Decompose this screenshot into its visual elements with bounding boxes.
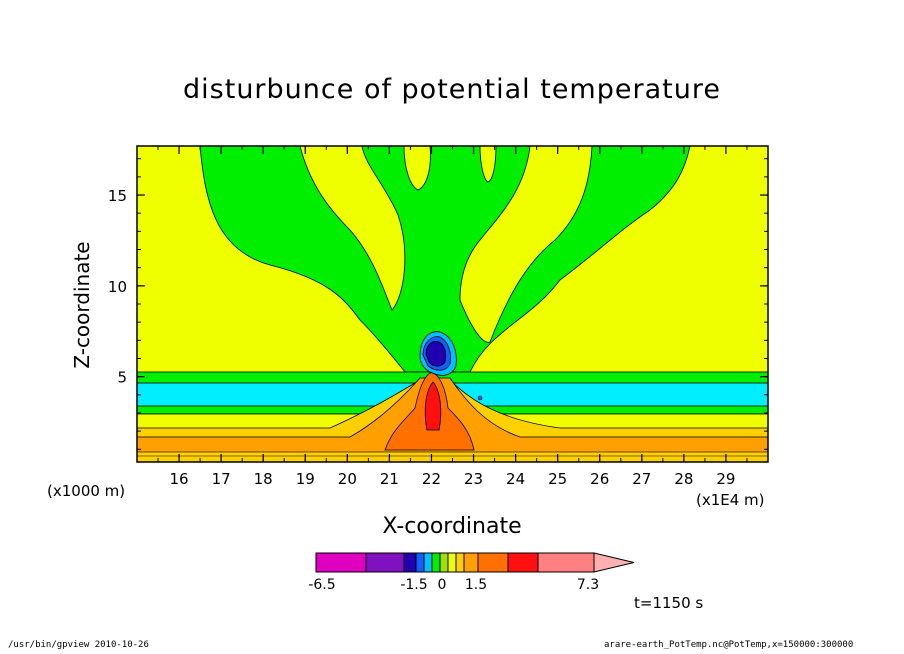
colorbar-segment: [537, 552, 595, 573]
x-tick-label: 21: [380, 470, 399, 488]
colorbar-segment: [423, 552, 433, 573]
colorbar-label: -1.5: [400, 577, 427, 593]
colorbar-segment: [447, 552, 457, 573]
x-tick-label: 27: [632, 470, 651, 488]
contour-band-yellow-hole-3: [403, 146, 431, 191]
colorbar-segment: [439, 552, 449, 573]
contour-band-darkblue-bubble: [425, 341, 447, 367]
colorbar-segment: [403, 552, 417, 573]
colorbar-label: 1.5: [465, 577, 487, 593]
x-tick-label: 22: [422, 470, 441, 488]
colorbar-label: -6.5: [308, 577, 335, 593]
colorbar-segment: [455, 552, 465, 573]
contour-band-bottom-lines: [137, 451, 768, 462]
x-tick-label: 28: [674, 470, 693, 488]
x-tick-label: 18: [254, 470, 273, 488]
y-axis: 5 10 15: [108, 158, 768, 450]
colorbar-label: 0: [438, 577, 447, 593]
contour-band-red-core: [424, 381, 442, 431]
colorbar: [315, 552, 635, 573]
x-tick-label: 19: [296, 470, 315, 488]
x-tick-label: 24: [506, 470, 525, 488]
y-tick-label: 15: [108, 187, 127, 205]
x-tick-label: 26: [590, 470, 609, 488]
colorbar-arrow: [593, 552, 635, 573]
x-tick-label: 23: [464, 470, 483, 488]
footer-right: arare-earth_PotTemp.nc@PotTemp,x=150000:…: [604, 640, 854, 650]
x-tick-label: 25: [548, 470, 567, 488]
colorbar-segment: [315, 552, 367, 573]
contour-band-small-blue: [477, 395, 483, 401]
colorbar-segment: [463, 552, 479, 573]
colorbar-label: 7.3: [577, 577, 599, 593]
colorbar-labels: -6.5 -1.5 0 1.5 7.3: [308, 577, 599, 593]
footer-left: /usr/bin/gpview 2010-10-26: [8, 640, 149, 650]
y-tick-label: 10: [108, 278, 127, 296]
time-label: t=1150 s: [634, 594, 704, 612]
x-tick-label: 29: [716, 470, 735, 488]
colorbar-segment: [415, 552, 425, 573]
x-axis-label: X-coordinate: [382, 514, 522, 539]
chart-title: disturbunce of potential temperature: [183, 74, 721, 105]
x-tick-label: 16: [170, 470, 189, 488]
colorbar-segment: [365, 552, 405, 573]
contour-band-yellow-hole-2: [459, 146, 593, 343]
contour-fill: [137, 146, 768, 462]
colorbar-segment: [507, 552, 539, 573]
contour-band-yellow-hole-1: [299, 146, 406, 311]
x-unit-label-left: (x1000 m): [47, 482, 126, 500]
x-tick-label: 20: [338, 470, 357, 488]
y-axis-label: Z-coordinate: [70, 241, 94, 369]
contour-band-yellow-hole-4: [479, 146, 497, 183]
colorbar-segment: [477, 552, 509, 573]
y-tick-label: 5: [117, 369, 127, 387]
colorbar-segment: [431, 552, 441, 573]
x-unit-label-right: (x1E4 m): [696, 491, 765, 509]
x-tick-label: 17: [212, 470, 231, 488]
x-axis: 16 17 18 19 20 21 22 23 24 25 26 27 28 29: [157, 146, 748, 488]
